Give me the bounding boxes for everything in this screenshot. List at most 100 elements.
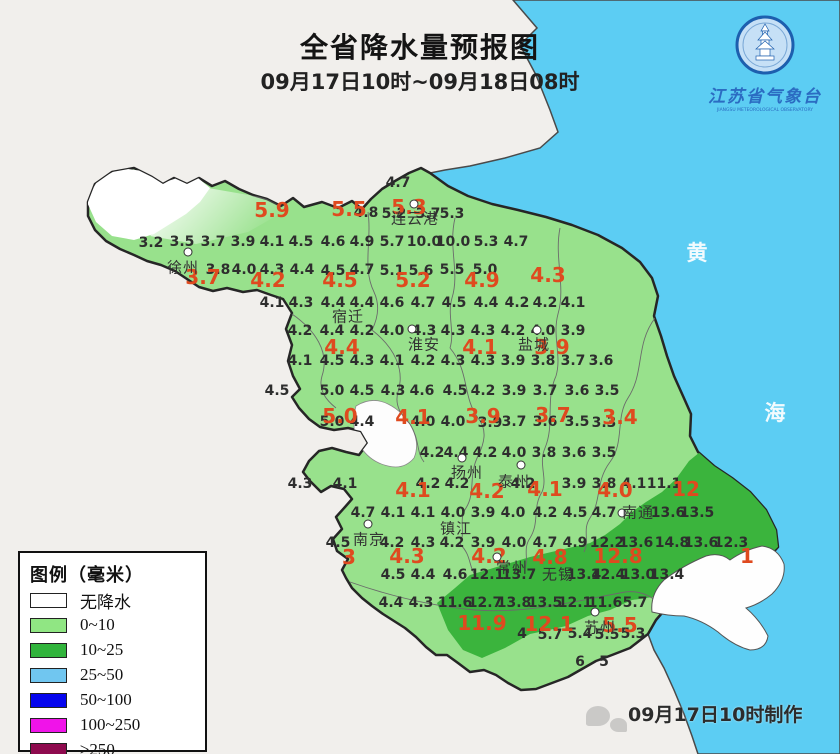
precip-value-red: 4.5 [322, 268, 358, 292]
precip-value: 3.9 [230, 234, 256, 250]
precip-value: 3.3 [591, 415, 617, 431]
logo-name: 江苏省气象台 [708, 87, 822, 106]
precip-value: 4.1 [379, 353, 405, 369]
precip-value: 4.1 [259, 234, 285, 250]
city-label: 盐城 [517, 335, 551, 354]
precip-value: 12.4 [590, 567, 626, 583]
precip-value: 4.3 [349, 353, 375, 369]
precip-value-red: 3.9 [534, 335, 570, 359]
precip-value-red: 3.9 [465, 404, 501, 428]
precip-value-red: 3 [342, 545, 356, 569]
precip-value: 5.2 [381, 206, 407, 222]
precip-value-red: 4.4 [324, 335, 360, 359]
precip-value: 4.4 [319, 323, 345, 339]
precip-value: 4.3 [288, 295, 314, 311]
chongming-island [651, 545, 785, 651]
precip-value: 4.7 [385, 175, 411, 191]
city-marker [590, 607, 600, 617]
city-label: 南京 [352, 530, 386, 549]
precip-value: 13.4 [649, 567, 685, 583]
precip-value: 3.9 [501, 383, 527, 399]
precip-value: 4.5 [288, 234, 314, 250]
precip-value: 4.1 [410, 505, 436, 521]
precip-value: 4.2 [415, 476, 441, 492]
precip-value-red: 4.1 [527, 477, 563, 501]
precip-value: 5.5 [439, 262, 465, 278]
precip-value: 4.3 [410, 535, 436, 551]
city-marker [516, 460, 526, 470]
precip-value: 3.7 [200, 234, 226, 250]
precip-value: 12.7 [467, 595, 503, 611]
precip-value: 4.2 [470, 383, 496, 399]
sea-label: 海 [764, 401, 786, 425]
city-label: 南通 [621, 503, 655, 522]
precip-value: 13.6 [683, 535, 719, 551]
precip-value: 4.6 [379, 295, 405, 311]
precip-value: 4.0 [379, 323, 405, 339]
legend-row: 无降水 [30, 588, 205, 612]
precip-value-red: 12 [672, 477, 700, 501]
precip-value: 3.8 [205, 262, 231, 278]
city-marker [617, 508, 627, 518]
city-label: 宿迁 [331, 307, 365, 326]
precip-value: 4.7 [349, 262, 375, 278]
precip-value: 3.9 [470, 535, 496, 551]
precip-value-red: 12.8 [593, 544, 643, 568]
precip-value: 14.8 [654, 535, 690, 551]
precip-value: 4.1 [259, 295, 285, 311]
precip-value: 3.9 [561, 476, 587, 492]
precip-value: 3.6 [561, 445, 587, 461]
legend-row: 0~10 [30, 613, 205, 637]
legend-label: 10~25 [80, 640, 124, 659]
precip-value-red: 5.0 [322, 404, 358, 428]
precip-value-red: 4.9 [464, 268, 500, 292]
chat-bubble-icon [610, 718, 627, 732]
city-label: 扬州 [450, 463, 484, 482]
precip-value: 4.8 [353, 205, 379, 221]
precip-value: 10.0 [435, 234, 471, 250]
precip-value: 4 [517, 626, 527, 642]
precip-value: 12.2 [589, 535, 625, 551]
precip-value: 3.5 [594, 383, 620, 399]
precip-value: 5.7 [622, 595, 648, 611]
precip-value: 4.5 [441, 295, 467, 311]
city-label: 无锡 [541, 565, 575, 584]
precip-value: 4.0 [500, 505, 526, 521]
rain-band-10-25 [437, 452, 778, 658]
precip-value-red: 4.0 [597, 478, 633, 502]
precip-value-red: 5.9 [254, 198, 290, 222]
precip-value-red: 11.9 [457, 611, 507, 635]
precip-value-red: 4.8 [532, 545, 568, 569]
precip-value: 4.2 [439, 535, 465, 551]
precip-value: 5.0 [472, 262, 498, 278]
city-marker [363, 519, 373, 529]
precip-value: 4.0 [231, 262, 257, 278]
precip-value-red: 4.1 [395, 478, 431, 502]
precip-value: 13.6 [618, 535, 654, 551]
precip-value: 4.7 [350, 505, 376, 521]
precip-value: 4.5 [325, 535, 351, 551]
precip-value: 11.6 [587, 595, 623, 611]
precip-value: 4.2 [444, 476, 470, 492]
precip-value: 4.4 [473, 295, 499, 311]
precip-value: 4.4 [349, 414, 375, 430]
precip-value: 3.7 [532, 383, 558, 399]
precip-value-red: 4.3 [389, 544, 425, 568]
precip-value: 3.9 [500, 353, 526, 369]
precip-value: 5.5 [594, 627, 620, 643]
legend-swatch [30, 717, 67, 733]
precip-value: 4.3 [380, 383, 406, 399]
precip-value: 3.7 [560, 353, 586, 369]
precip-value: 4.4 [410, 567, 436, 583]
precip-value: 4.4 [349, 295, 375, 311]
precip-value: 4.2 [504, 295, 530, 311]
city-label: 常州 [495, 558, 529, 577]
precip-value-red: 3.7 [185, 265, 221, 289]
precip-value: 3.5 [591, 445, 617, 461]
precip-value: 3.9 [560, 323, 586, 339]
precip-value: 3.6 [588, 353, 614, 369]
legend-swatch [30, 692, 67, 708]
precip-value: 4.3 [440, 323, 466, 339]
city-label: 镇江 [439, 519, 473, 538]
city-label: 徐州 [166, 258, 200, 277]
